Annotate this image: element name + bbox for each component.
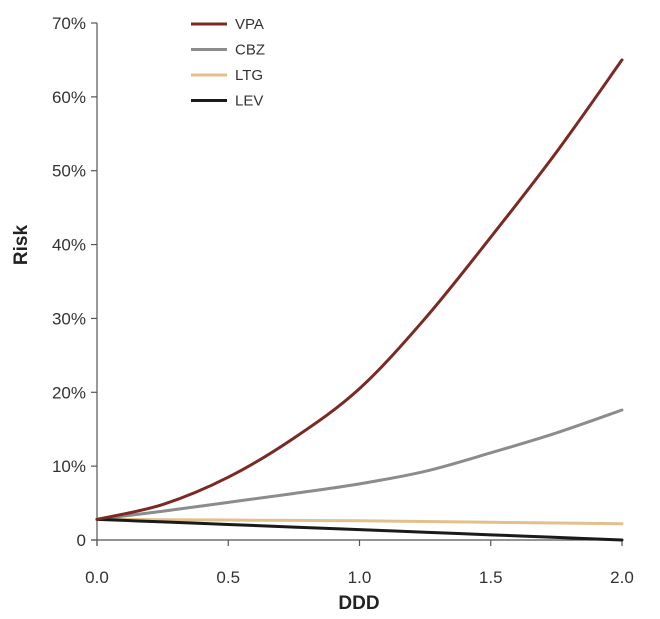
y-tick-label: 0 bbox=[77, 531, 86, 550]
y-tick-label: 30% bbox=[52, 309, 86, 328]
legend-label-cbz: CBZ bbox=[235, 42, 265, 59]
y-tick-label: 10% bbox=[52, 457, 86, 476]
y-tick-label: 70% bbox=[52, 14, 86, 33]
x-tick-label: 0.0 bbox=[85, 568, 109, 587]
series-line-vpa bbox=[95, 58, 624, 521]
y-axis-title: Risk bbox=[11, 225, 32, 266]
legend-label-vpa: VPA bbox=[235, 16, 264, 33]
series-layer bbox=[95, 58, 624, 542]
x-tick-label: 1.0 bbox=[348, 568, 372, 587]
axes: 0 10% 20% 30% 40% 50% 60% 70% 0.0 0.5 1.0 1.5 2.0 bbox=[52, 14, 634, 587]
series-line-ltg bbox=[95, 517, 624, 526]
y-tick-label: 40% bbox=[52, 236, 86, 255]
y-tick-label: 50% bbox=[52, 162, 86, 181]
legend: VPA CBZ LTG LEV bbox=[191, 16, 265, 110]
x-axis-title: DDD bbox=[338, 593, 379, 614]
legend-label-ltg: LTG bbox=[235, 67, 263, 84]
legend-label-lev: LEV bbox=[235, 93, 263, 110]
y-tick-label: 20% bbox=[52, 383, 86, 402]
x-tick-label: 2.0 bbox=[610, 568, 634, 587]
x-tick-label: 0.5 bbox=[216, 568, 240, 587]
series-line-lev bbox=[95, 517, 624, 542]
series-line-cbz bbox=[95, 408, 624, 521]
y-tick-label: 60% bbox=[52, 88, 86, 107]
x-tick-label: 1.5 bbox=[479, 568, 503, 587]
